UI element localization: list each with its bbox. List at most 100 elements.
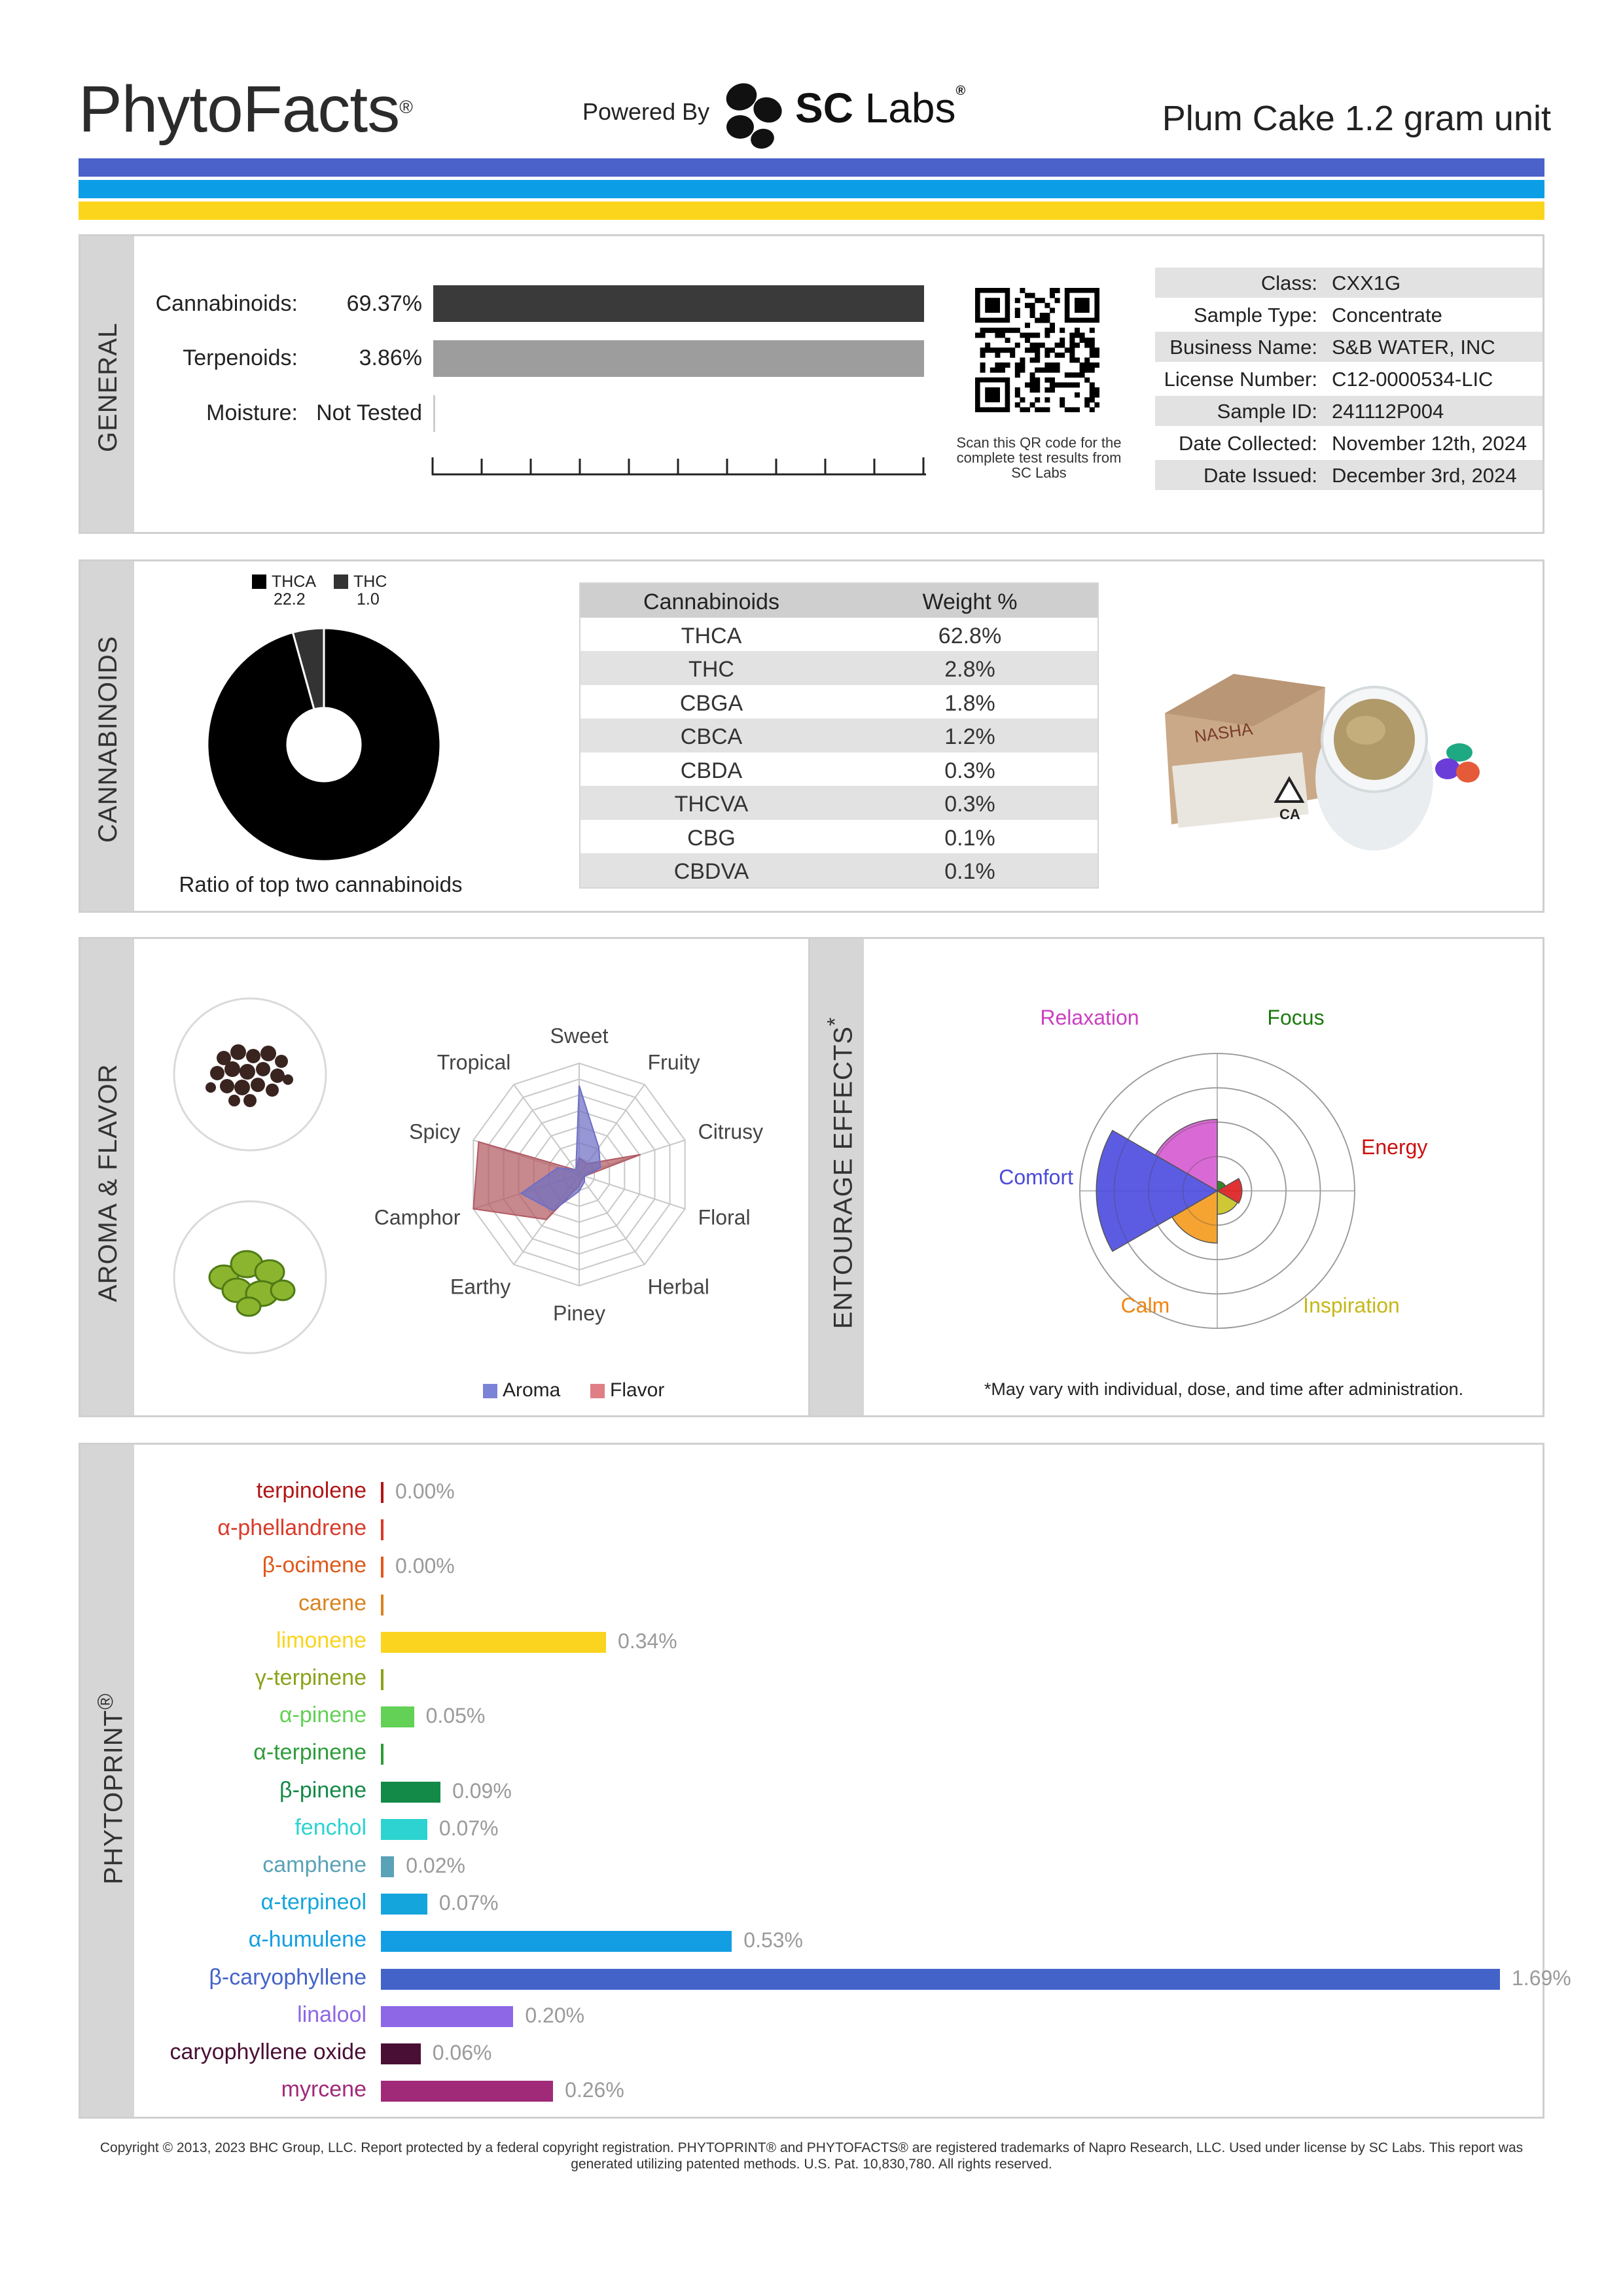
phytoprint-panel: PHYTOPRINT® bbox=[79, 1443, 1544, 2119]
table-row: CBG 0.1% bbox=[580, 820, 1097, 854]
terpene-label: β-caryophyllene bbox=[209, 1964, 366, 1990]
detail-value: November 12th, 2024 bbox=[1332, 432, 1527, 455]
detail-row: Sample ID: 241112P004 bbox=[1155, 396, 1543, 426]
stripe-cyan bbox=[79, 180, 1544, 198]
terpene-bar bbox=[381, 1482, 383, 1503]
detail-row: License Number: C12-0000534-LIC bbox=[1155, 364, 1543, 394]
terpene-bar bbox=[381, 1818, 427, 1840]
detail-key: Business Name: bbox=[1169, 336, 1317, 359]
aroma-section-label: AROMA & FLAVOR bbox=[94, 1063, 122, 1302]
sc-labs-logo-text: SC Labs® bbox=[795, 84, 966, 132]
legend-aroma-label: Aroma bbox=[503, 1379, 561, 1401]
terpene-value: 1.69% bbox=[1512, 1966, 1571, 1990]
cannabinoid-ratio-donut bbox=[206, 627, 442, 862]
terpene-bar bbox=[381, 1706, 414, 1728]
moisture-label: Moisture: bbox=[206, 400, 298, 425]
cannabinoids-label: Cannabinoids: bbox=[155, 291, 298, 316]
table-header: Cannabinoids Weight % bbox=[580, 584, 1097, 618]
cannabinoid-weight: 0.1% bbox=[944, 825, 995, 851]
terpene-bar bbox=[381, 1519, 383, 1541]
terpene-bar bbox=[381, 2081, 554, 2102]
legend-thc-name: THC bbox=[353, 573, 387, 591]
terpene-label: α-humulene bbox=[248, 1927, 366, 1952]
cannabinoids-value: 69.37% bbox=[346, 291, 422, 316]
legend-thc-value: 1.0 bbox=[357, 590, 380, 609]
cannabinoid-weight: 0.1% bbox=[944, 859, 995, 884]
terpene-label: camphene bbox=[262, 1852, 366, 1877]
legend-flavor-label: Flavor bbox=[610, 1379, 665, 1401]
terpene-bar bbox=[381, 2005, 514, 2027]
entourage-footnote: *May vary with individual, dose, and tim… bbox=[984, 1379, 1464, 1399]
detail-value: CXX1G bbox=[1332, 272, 1401, 294]
axis-label-citrusy: Citrusy bbox=[698, 1120, 764, 1143]
aroma-flavor-radar-chart: Sweet Fruity Citrusy Floral Herbal Piney Earth… bbox=[374, 1024, 764, 1325]
terpene-label: α-pinene bbox=[279, 1703, 366, 1728]
table-row: CBDA 0.3% bbox=[580, 752, 1097, 786]
cannabinoid-weight: 62.8% bbox=[938, 623, 1002, 648]
axis-label-earthy: Earthy bbox=[450, 1275, 510, 1299]
terpene-value: 0.06% bbox=[432, 2041, 492, 2064]
terpene-bar bbox=[381, 1594, 383, 1616]
legend-thca-name: THCA bbox=[272, 573, 317, 591]
terpene-bar bbox=[381, 1931, 732, 1952]
hops-image bbox=[173, 1200, 327, 1354]
entourage-effects-chart: Relaxation Focus Energy Inspiration Calm Comf… bbox=[999, 1006, 1427, 1329]
general-section-label: GENERAL bbox=[94, 322, 122, 452]
stripe-yellow bbox=[79, 202, 1544, 220]
terpene-label: fenchol bbox=[294, 1814, 366, 1840]
effect-label-focus: Focus bbox=[1267, 1006, 1324, 1029]
effect-sector-calm bbox=[1171, 1190, 1218, 1244]
terpene-label: myrcene bbox=[281, 2077, 366, 2102]
detail-key: Class: bbox=[1260, 272, 1317, 294]
terpene-label: β-pinene bbox=[279, 1777, 366, 1803]
terpene-bar bbox=[381, 1557, 383, 1578]
cannabinoid-weight: 0.3% bbox=[944, 792, 995, 817]
detail-value: December 3rd, 2024 bbox=[1332, 464, 1517, 487]
cannabinoid-name: CBDA bbox=[680, 758, 743, 783]
detail-row: Date Collected: November 12th, 2024 bbox=[1155, 428, 1543, 458]
cannabinoid-table: Cannabinoids Weight % THCA 62.8% THC 2.8% CB… bbox=[579, 582, 1099, 889]
aroma-series bbox=[520, 1085, 601, 1212]
effect-label-energy: Energy bbox=[1361, 1135, 1427, 1159]
detail-key: Date Issued: bbox=[1203, 464, 1317, 487]
donut-slice-thc bbox=[291, 627, 325, 711]
terpene-value: 0.20% bbox=[525, 2003, 585, 2027]
terpene-bar bbox=[381, 1631, 607, 1653]
axis-label-piney: Piney bbox=[553, 1301, 605, 1325]
cannabinoid-name: THCVA bbox=[674, 792, 749, 817]
legend-thc-swatch bbox=[334, 574, 348, 589]
detail-key: Sample Type: bbox=[1194, 304, 1317, 327]
effect-sector-relaxation bbox=[1154, 1119, 1218, 1192]
general-side bbox=[80, 236, 134, 532]
stripe-blue bbox=[79, 158, 1544, 177]
axis-label-floral: Floral bbox=[698, 1206, 751, 1229]
detail-key: Date Collected: bbox=[1179, 432, 1317, 455]
terpene-value: 0.09% bbox=[452, 1778, 512, 1803]
terpene-bar bbox=[381, 1669, 383, 1690]
moisture-bar bbox=[433, 395, 435, 432]
cannabinoid-name: CBGA bbox=[679, 690, 743, 716]
detail-key: Sample ID: bbox=[1217, 400, 1317, 423]
brand-logo: PhytoFacts® bbox=[79, 73, 413, 146]
terpene-value: 0.00% bbox=[395, 1554, 455, 1578]
terpene-label: linalool bbox=[297, 2002, 366, 2027]
table-row: THCVA 0.3% bbox=[580, 786, 1097, 820]
effect-label-inspiration: Inspiration bbox=[1303, 1294, 1400, 1317]
cannabinoid-name: THCA bbox=[681, 623, 742, 648]
terpenoids-bar bbox=[433, 340, 924, 377]
peppercorn-image bbox=[173, 997, 327, 1152]
table-row: CBCA 1.2% bbox=[580, 718, 1097, 752]
terpene-label: terpinolene bbox=[256, 1478, 366, 1503]
product-title: Plum Cake 1.2 gram unit bbox=[1162, 99, 1551, 138]
terpene-value: 0.53% bbox=[743, 1928, 803, 1952]
detail-value: Concentrate bbox=[1332, 304, 1442, 327]
cannabinoid-name: CBCA bbox=[680, 724, 743, 749]
detail-row: Sample Type: Concentrate bbox=[1155, 300, 1543, 330]
sc-labs-logo-icon bbox=[726, 83, 782, 149]
table-row: THCA 62.8% bbox=[580, 618, 1097, 652]
terpene-bar bbox=[381, 1744, 383, 1765]
cannabinoids-bar bbox=[433, 285, 924, 322]
qr-code[interactable] bbox=[975, 288, 1099, 412]
header-cannabinoids: Cannabinoids bbox=[643, 590, 779, 614]
terpene-bar bbox=[381, 1856, 395, 1877]
